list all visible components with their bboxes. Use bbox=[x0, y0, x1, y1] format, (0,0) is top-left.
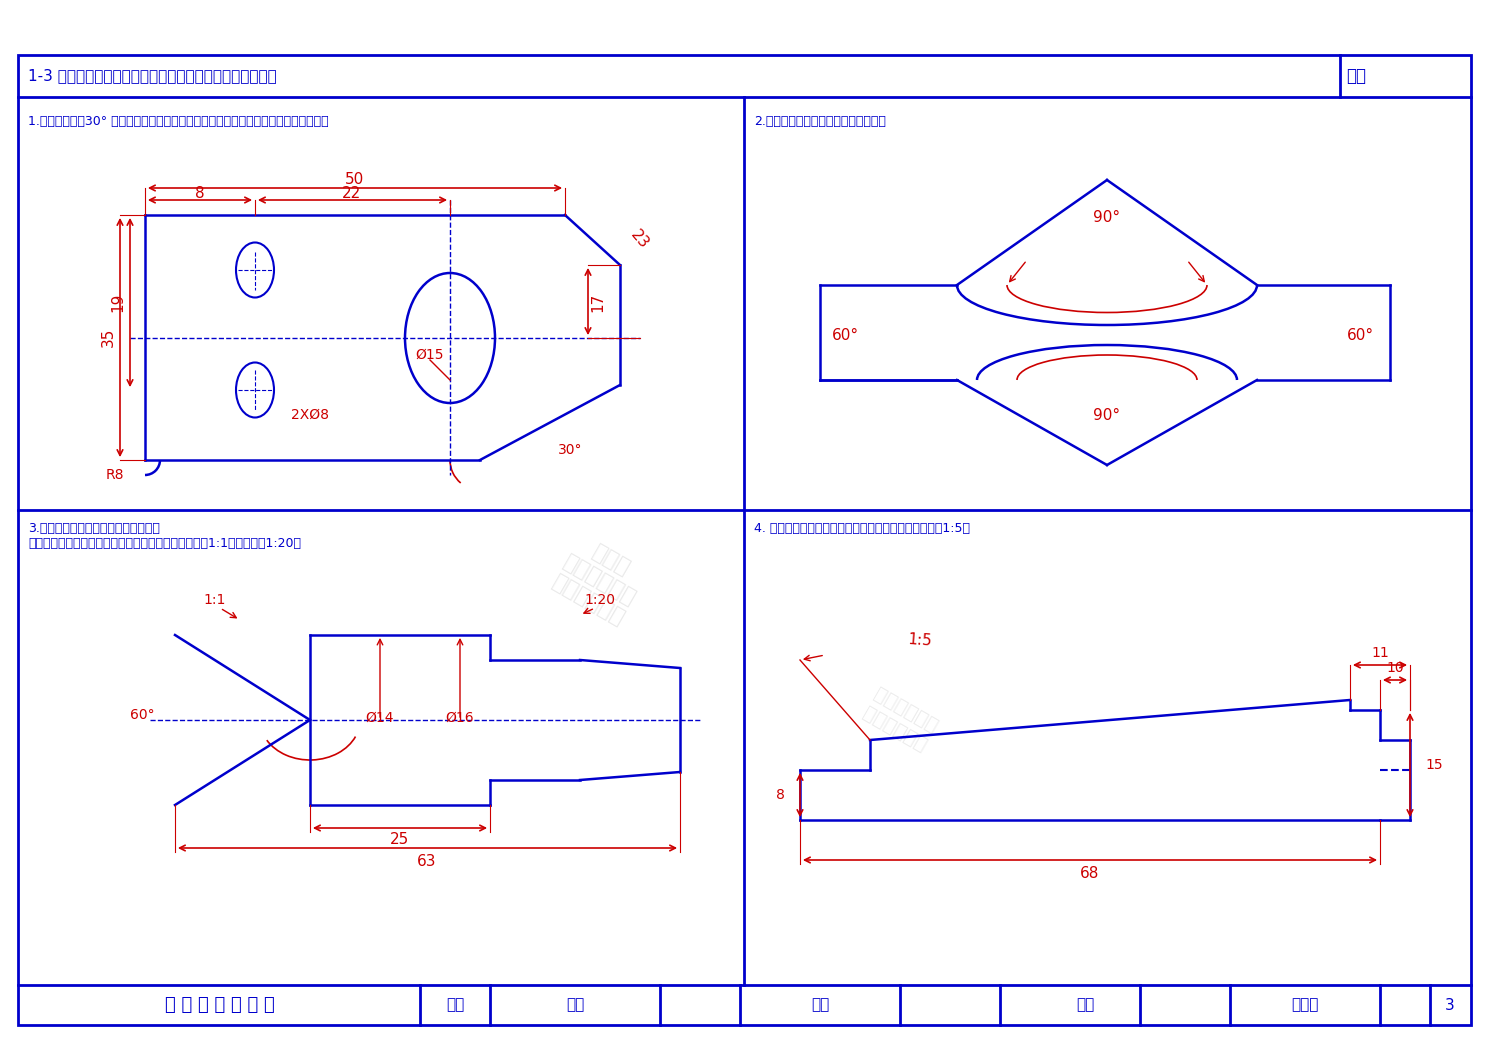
Text: 2.（提示：注意角度数字的正确书写）: 2.（提示：注意角度数字的正确书写） bbox=[753, 115, 886, 128]
Text: Ø15: Ø15 bbox=[415, 347, 444, 362]
Text: 3: 3 bbox=[1446, 997, 1455, 1013]
Text: 1:1: 1:1 bbox=[204, 593, 226, 607]
Text: 19: 19 bbox=[110, 293, 125, 312]
Text: 60°: 60° bbox=[131, 708, 155, 722]
Text: 1:5: 1:5 bbox=[907, 632, 932, 649]
Text: 60°: 60° bbox=[1346, 327, 1373, 342]
Text: 10: 10 bbox=[1386, 661, 1404, 675]
Text: 8: 8 bbox=[776, 788, 785, 802]
Text: 审阅: 审阅 bbox=[1077, 997, 1094, 1013]
Text: 11: 11 bbox=[1371, 645, 1389, 660]
Text: 25: 25 bbox=[390, 833, 409, 848]
Text: 50: 50 bbox=[345, 173, 365, 187]
Text: 17: 17 bbox=[591, 293, 606, 312]
Text: Ø14: Ø14 bbox=[366, 711, 395, 726]
Text: 63: 63 bbox=[417, 854, 436, 870]
Text: 机 械 制 图 习 题 集: 机 械 制 图 习 题 集 bbox=[165, 996, 275, 1014]
Text: 成绩: 成绩 bbox=[1346, 67, 1365, 85]
Text: 90°: 90° bbox=[1093, 408, 1121, 422]
Text: 22: 22 bbox=[342, 185, 362, 200]
Text: 姓名: 姓名 bbox=[812, 997, 829, 1013]
Text: 1-3 正确标注下列图中尺寸（尺寸大小在图中量取整数）。: 1-3 正确标注下列图中尺寸（尺寸大小在图中量取整数）。 bbox=[28, 68, 277, 83]
Text: 1.（提示：注意30° 方向的尺寸标注、两个相同孔直径的标注和角度数字的正确书写）: 1.（提示：注意30° 方向的尺寸标注、两个相同孔直径的标注和角度数字的正确书写… bbox=[28, 115, 329, 128]
Text: 90°: 90° bbox=[1093, 211, 1121, 225]
Text: R8: R8 bbox=[106, 468, 124, 482]
Text: 35: 35 bbox=[100, 327, 116, 346]
Text: 仝基斌
习题答案资料
小程序答案屋: 仝基斌 习题答案资料 小程序答案屋 bbox=[548, 531, 651, 629]
Text: 8: 8 bbox=[195, 185, 205, 200]
Text: 30°: 30° bbox=[558, 443, 582, 457]
Text: 1:20: 1:20 bbox=[585, 593, 615, 607]
Text: 23: 23 bbox=[628, 227, 652, 253]
Text: 60°: 60° bbox=[831, 327, 859, 342]
Text: 4. 棱形键尺寸标注（提示：注意斜度的正确标注，斜度1:5）: 4. 棱形键尺寸标注（提示：注意斜度的正确标注，斜度1:5） bbox=[753, 522, 969, 535]
Text: 学号: 学号 bbox=[566, 997, 584, 1013]
Text: Ø16: Ø16 bbox=[445, 711, 475, 726]
Text: 2XØ8: 2XØ8 bbox=[290, 408, 329, 422]
Text: 3.顶尖（由回转体同轴叠加）尺寸标注
（提示：注意锥度、角度和直径的正确标注，左端锥度1:1，右端锥度1:20）: 3.顶尖（由回转体同轴叠加）尺寸标注 （提示：注意锥度、角度和直径的正确标注，左… bbox=[28, 522, 301, 550]
Text: 仝基斌: 仝基斌 bbox=[1291, 997, 1319, 1013]
Text: 15: 15 bbox=[1425, 758, 1443, 772]
Text: 68: 68 bbox=[1081, 866, 1100, 880]
Text: 习题答案资料
小程序答案屋: 习题答案资料 小程序答案屋 bbox=[859, 684, 941, 755]
Text: 班级: 班级 bbox=[445, 997, 465, 1013]
